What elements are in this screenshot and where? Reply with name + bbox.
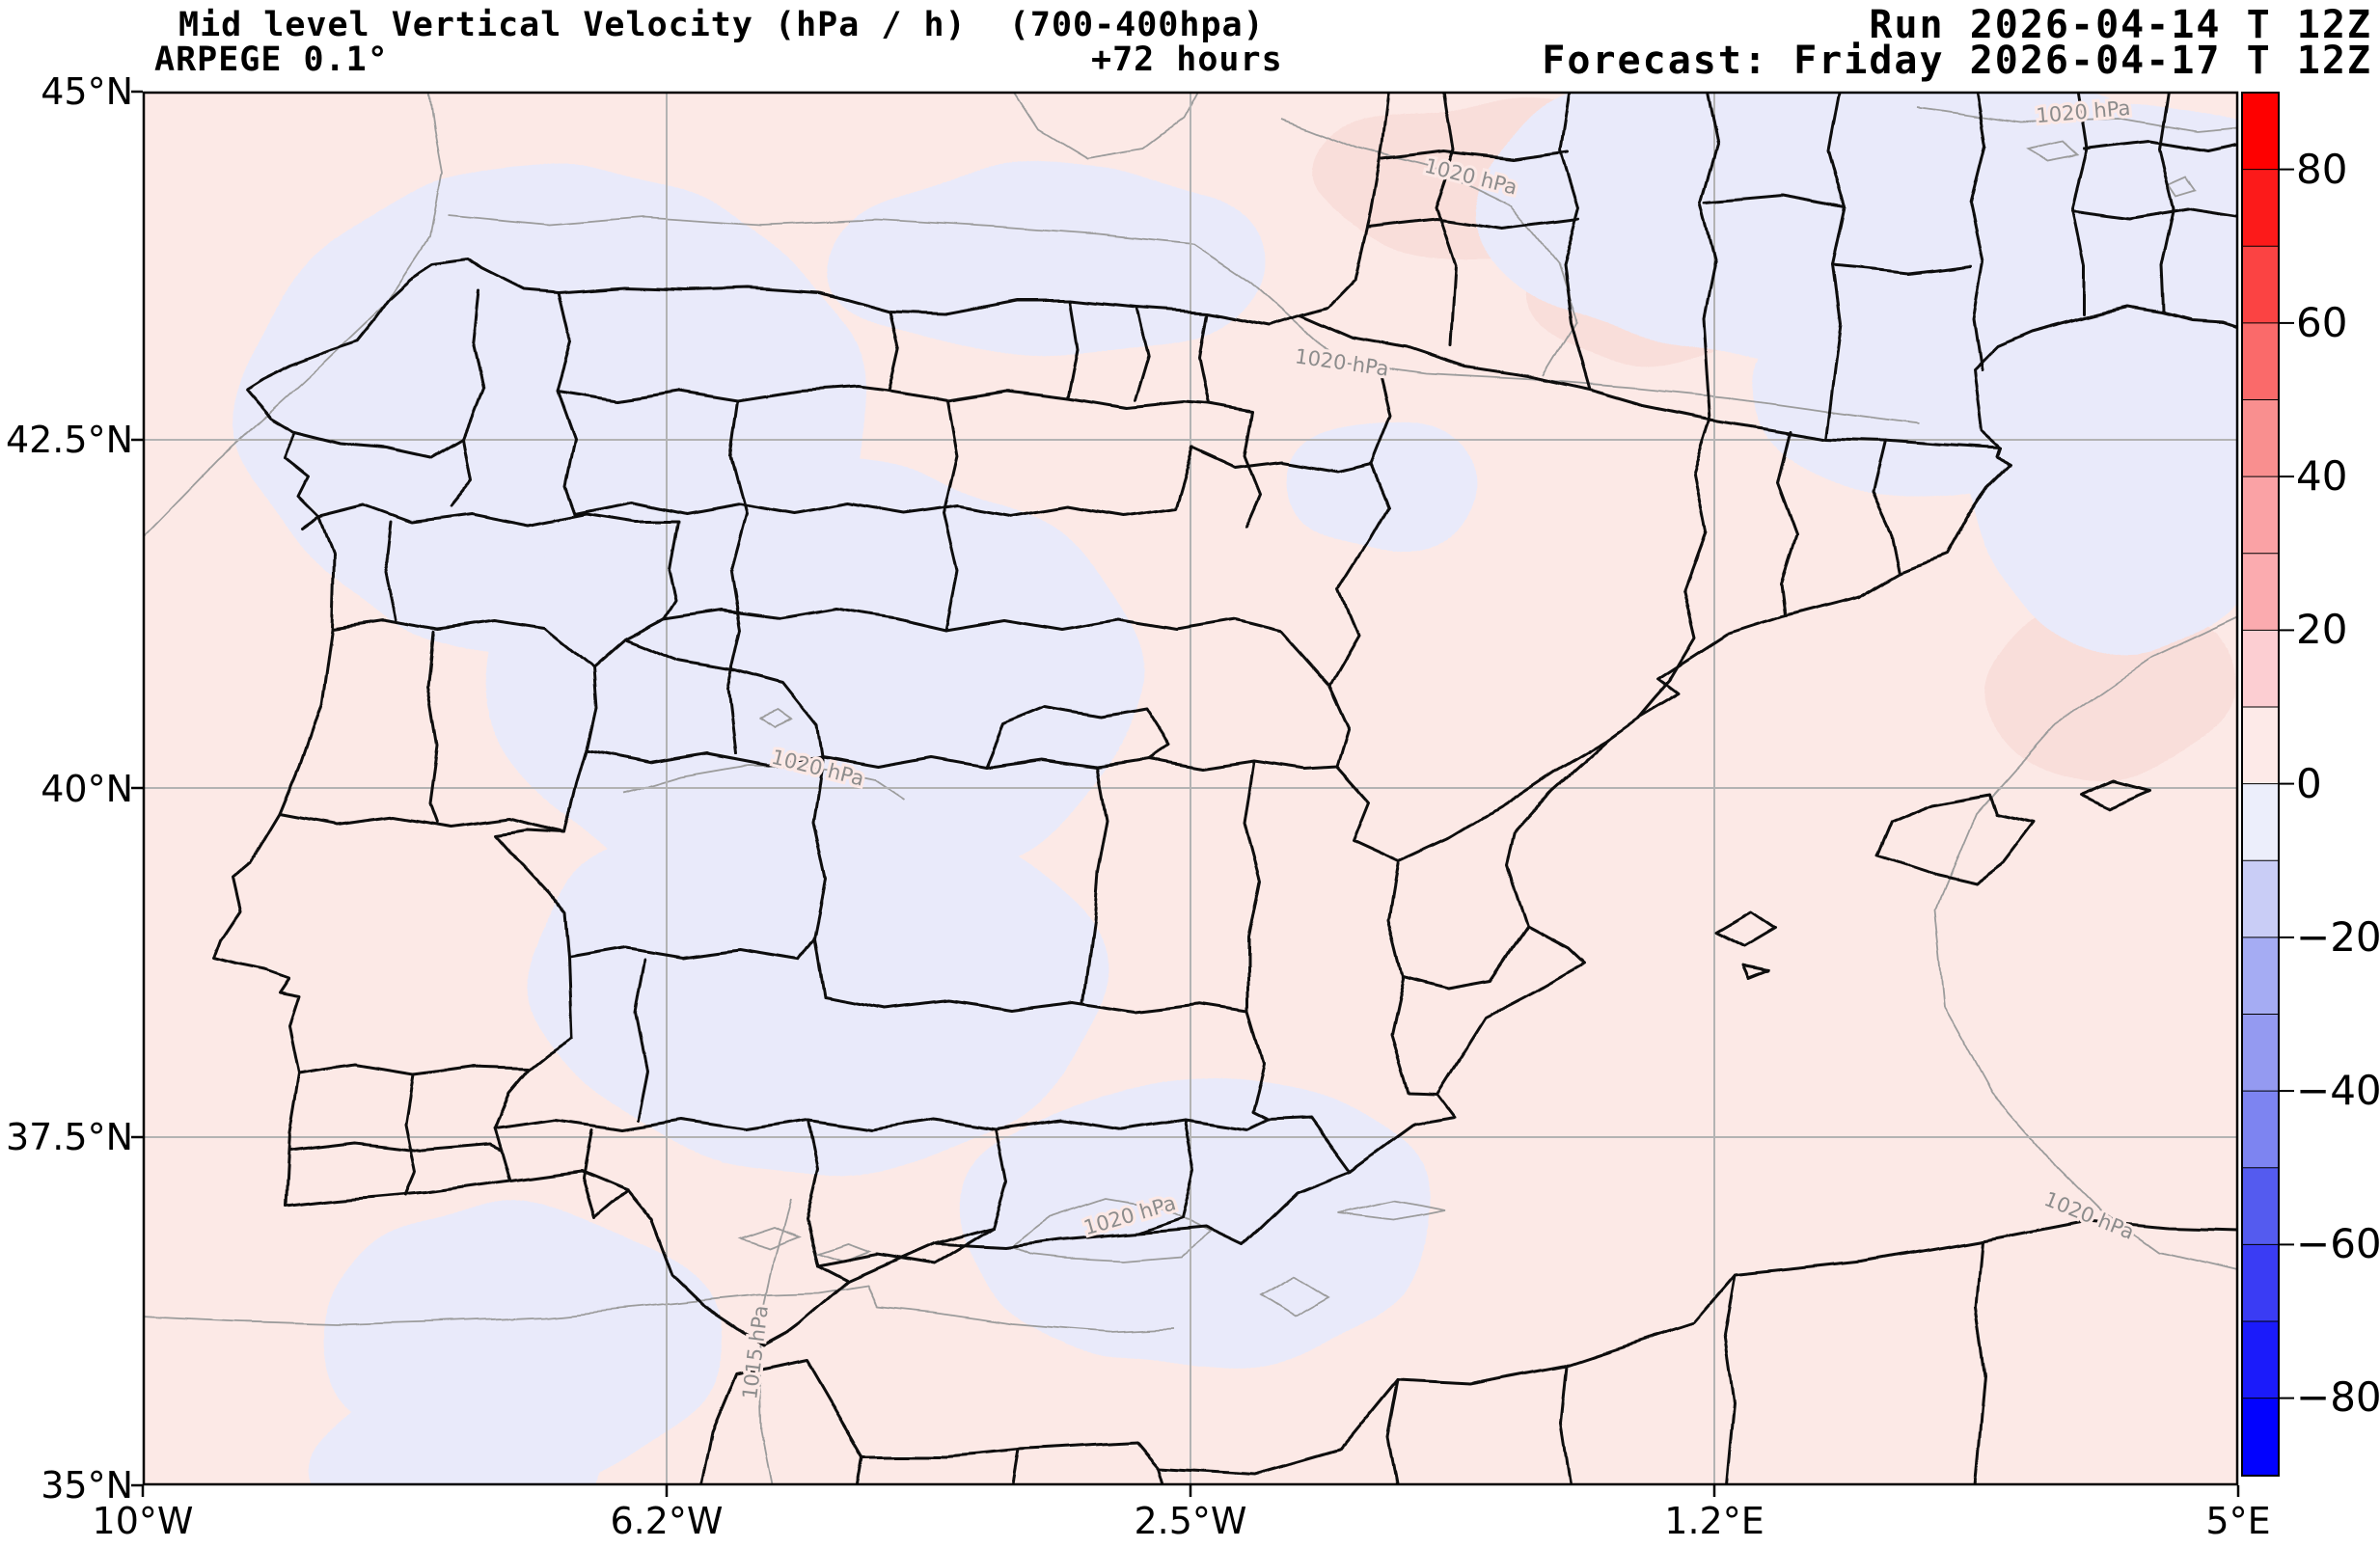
y-tick-label: 37.5°N [5,1116,133,1158]
model-label: ARPEGE 0.1° [154,41,389,79]
africa-coastline [699,1218,2238,1485]
y-tick-label: 42.5°N [5,419,133,461]
formentera-island [1741,965,1770,982]
iberia-coastline [213,92,2238,1347]
coastlines-and-borders [213,92,2238,1485]
chart-title: Mid level Vertical Velocity (hPa / h) (7… [178,6,1265,44]
isobar-contours [143,92,2238,1485]
map-frame [142,91,2239,1486]
colorbar-tick-label: 60 [2296,299,2348,346]
colorbar-tick-label: −20 [2296,913,2380,961]
colorbar [2241,92,2294,1477]
forecast-label: Forecast: Friday 2026-04-17 T 12Z [1542,39,2372,83]
map-canvas: 1020 hPa 1020 hPa 1020 hPa 1020 hPa 1020… [131,90,2240,1497]
africa-borders [856,1238,1987,1485]
colorbar-tick-label: 0 [2296,760,2322,807]
colorbar-segments [2242,93,2279,1476]
colorbar-tick-label: 20 [2296,606,2348,653]
colorbar-outline [2241,92,2280,1477]
y-tick-label: 35°N [41,1464,133,1507]
pyrenees-border [1299,313,2002,450]
colorbar-ticks [2279,168,2294,1399]
menorca-island [2079,777,2153,809]
colorbar-tick-label: 40 [2296,452,2348,500]
axis-ticks [131,90,2240,1497]
province-borders [278,290,1902,1284]
france-borders [1366,92,2238,441]
y-tick-label: 40°N [41,768,133,810]
x-tick-label: 2.5°W [1134,1500,1247,1542]
x-tick-label: 1.2°E [1664,1500,1764,1542]
x-tick-label: 6.2°W [610,1500,724,1542]
mallorca-island [1874,792,2037,886]
y-tick-label: 45°N [41,70,133,113]
ibiza-island [1713,910,1776,949]
colorbar-tick-label: 80 [2296,146,2348,193]
run-label: Run 2026-04-14 T 12Z [1869,3,2372,47]
x-tick-label: 10°W [92,1500,194,1542]
lead-time-label: +72 hours [1091,41,1283,79]
x-tick-label: 5°E [2205,1500,2271,1542]
colorbar-tick-label: −40 [2296,1067,2380,1114]
colorbar-separators [2242,169,2279,1399]
colorbar-tick-label: −80 [2296,1373,2380,1421]
colorbar-tick-label: −60 [2296,1220,2380,1267]
portugal-border [300,502,679,1182]
